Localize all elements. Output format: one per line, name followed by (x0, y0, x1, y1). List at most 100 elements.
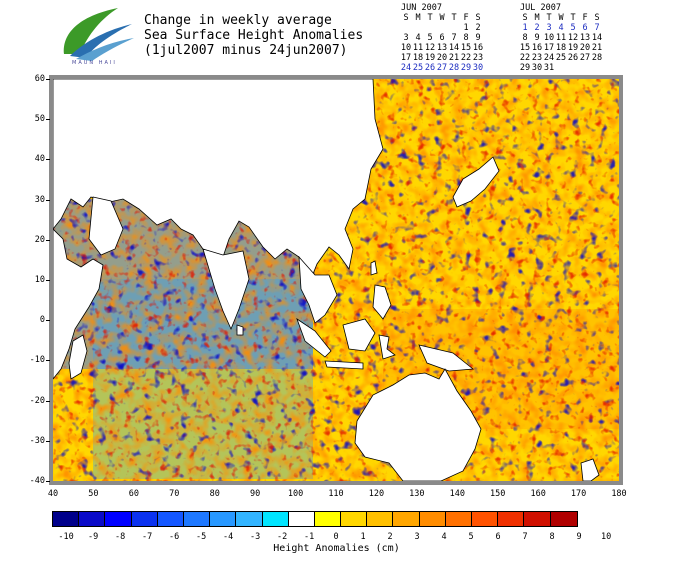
calendar-day (400, 23, 412, 33)
y-tick-mark (46, 320, 50, 322)
colorbar-swatch (53, 512, 80, 526)
colorbar-swatch (236, 512, 263, 526)
land-masses (53, 79, 600, 481)
land-taiwan (370, 260, 378, 276)
x-tick-label: 180 (611, 489, 627, 499)
calendar-weekday: T (570, 13, 576, 23)
calendar-june: JUN 2007 S M T W T F S 1 2 3 4 5 6 7 8 9 10 11 12 13 14 15 16 17… (400, 3, 484, 73)
calendar-weekday: T (451, 13, 457, 23)
calendar-day: 5 (570, 23, 576, 33)
land-sri-lanka (236, 324, 244, 336)
colorbar-swatch (524, 512, 551, 526)
colorbar-label: -10 (58, 532, 74, 542)
calendar-day: 28 (591, 53, 603, 63)
y-tick-mark (46, 79, 50, 80)
land-java (324, 360, 364, 370)
colorbar-swatch (79, 512, 106, 526)
calendar-day: 29 (460, 63, 472, 73)
x-tick-label: 100 (287, 489, 304, 499)
calendar-day: 22 (519, 53, 531, 63)
calendar-day: 24 (400, 63, 412, 73)
x-tick-label: 80 (209, 489, 220, 499)
colorbar-swatch (105, 512, 132, 526)
colorbar-swatch (445, 512, 472, 526)
land-arabia (88, 196, 124, 256)
calendar-day: 18 (555, 43, 567, 53)
colorbar-label: 5 (468, 532, 474, 542)
colorbar (52, 511, 578, 527)
calendar-weekday: S (522, 13, 528, 23)
calendar-day: 14 (591, 33, 603, 43)
x-tick-label: 40 (47, 489, 59, 499)
y-tick-label: 40 (34, 154, 45, 165)
x-tick-label: 140 (449, 489, 465, 499)
y-tick-mark (46, 481, 50, 482)
calendar-month-title: JUN 2007 (401, 3, 442, 13)
calendar-day (591, 63, 603, 73)
calendar-day: 11 (555, 33, 567, 43)
calendar-day: 2 (534, 23, 540, 33)
calendar-day: 21 (591, 43, 603, 53)
y-tick-mark (46, 440, 50, 442)
colorbar-swatch (288, 512, 315, 526)
colorbar-label: 9 (576, 532, 582, 542)
calendar-day: 29 (519, 63, 531, 73)
map-canvas (53, 79, 619, 481)
colorbar-swatch (393, 512, 420, 526)
calendar-day: 15 (519, 43, 531, 53)
y-tick-label: -40 (29, 476, 45, 486)
colorbar-label: -8 (114, 532, 126, 542)
colorbar-label: 8 (549, 532, 555, 542)
haii-logo (58, 4, 136, 74)
land-africa (53, 228, 104, 380)
y-tick-mark (46, 280, 50, 281)
calendar-day: 9 (475, 33, 481, 43)
y-tick-label: -20 (29, 395, 45, 406)
colorbar-swatch (262, 512, 289, 526)
calendar-day: 27 (436, 63, 448, 73)
colorbar-title: Height Anomalies (cm) (273, 543, 400, 554)
calendar-day (567, 63, 579, 73)
calendar-day: 26 (424, 63, 436, 73)
calendar-day: 18 (412, 53, 424, 63)
calendar-weekday: F (463, 13, 469, 23)
land-sumatra (296, 317, 332, 358)
calendar-day (555, 63, 567, 73)
x-tick-label: 170 (570, 489, 587, 499)
calendar-day: 2 (475, 23, 481, 33)
calendar-day: 3 (403, 33, 409, 43)
colorbar-label: -2 (276, 532, 288, 542)
calendar-weekday: T (546, 13, 552, 23)
colorbar-label: -1 (303, 532, 315, 542)
land-australia (354, 368, 482, 481)
calendar-weekday: F (582, 13, 588, 23)
land-india (202, 248, 250, 331)
colorbar-label: 6 (495, 532, 501, 542)
calendar-day: 11 (412, 43, 424, 53)
calendar-day: 19 (567, 43, 579, 53)
colorbar-label: 2 (387, 532, 393, 542)
calendar-weekday: W (558, 13, 564, 23)
ssh-anomaly-map (53, 79, 619, 481)
colorbar-label: -3 (249, 532, 261, 542)
colorbar-label: 10 (600, 532, 612, 542)
map-title: Change in weekly average Sea Surface Hei… (144, 13, 363, 58)
y-tick-label: 20 (34, 234, 45, 245)
colorbar-label: 4 (441, 532, 447, 542)
calendar-day: 20 (436, 53, 448, 63)
y-tick-label: 0 (39, 315, 45, 326)
y-tick-mark (46, 159, 50, 161)
calendar-day: 13 (579, 33, 591, 43)
land-sulawesi (378, 334, 396, 360)
calendar-day: 23 (472, 53, 484, 63)
colorbar-swatch (472, 512, 499, 526)
y-tick-label: -30 (29, 435, 45, 446)
map-frame (49, 75, 623, 485)
calendar-day (579, 63, 591, 73)
calendar-day: 12 (424, 43, 436, 53)
calendar-weekday: S (403, 13, 409, 23)
calendar-day: 28 (448, 63, 460, 73)
colorbar-swatch (314, 512, 342, 526)
y-tick-label: 10 (34, 275, 45, 285)
calendar-day: 6 (439, 33, 445, 43)
